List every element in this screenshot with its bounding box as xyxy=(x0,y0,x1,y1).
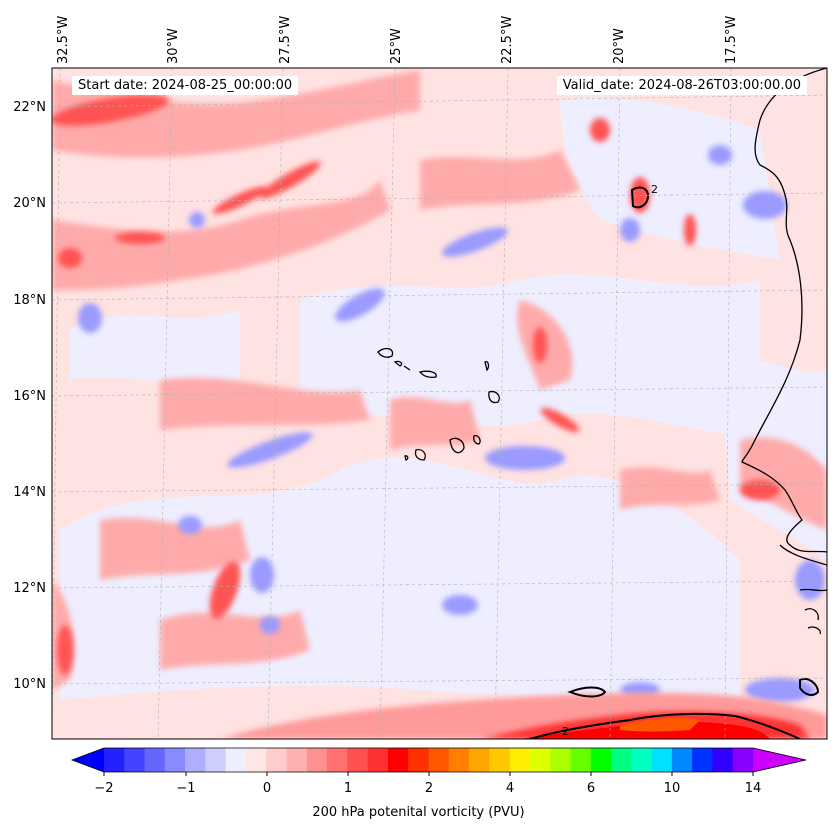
colorbar-swatch xyxy=(631,748,653,772)
lat-label-18n: 18°N xyxy=(13,293,46,308)
colorbar-swatch xyxy=(671,748,693,772)
map-panel: 2 2 xyxy=(52,68,827,739)
colorbar-swatch xyxy=(590,748,612,772)
graticule xyxy=(52,68,827,739)
cb-tick-4: 4 xyxy=(506,781,514,796)
longitude-labels: 32.5°W 30°W 27.5°W 25°W 22.5°W 20°W 17.5… xyxy=(56,16,739,64)
cb-tick-m2: −2 xyxy=(94,781,113,796)
colorbar-swatch xyxy=(347,748,369,772)
colorbar-swatch xyxy=(489,748,511,772)
lon-label-27-5w: 27.5°W xyxy=(278,16,293,64)
colorbar-swatch xyxy=(651,748,673,772)
lon-label-30w: 30°W xyxy=(166,28,181,64)
colorbar-swatch xyxy=(428,748,450,772)
colorbar-swatch xyxy=(692,748,713,772)
negative-pv-patches xyxy=(78,145,825,702)
colorbar-swatch xyxy=(266,748,288,772)
colorbar-swatch xyxy=(469,748,490,772)
lat-label-22n: 22°N xyxy=(13,100,46,115)
colorbar-min-extend xyxy=(72,748,104,772)
colorbar-max-extend xyxy=(753,748,806,772)
colorbar-swatch xyxy=(327,748,348,772)
lon-label-22-5w: 22.5°W xyxy=(500,16,515,64)
colorbar-swatch xyxy=(104,748,125,772)
cb-tick-10: 10 xyxy=(664,781,681,796)
colorbar-swatch xyxy=(509,748,531,772)
moderate-pv-field xyxy=(52,70,827,690)
colorbar-swatch xyxy=(164,748,186,772)
colorbar-swatch xyxy=(185,748,206,772)
lat-label-12n: 12°N xyxy=(13,581,46,596)
valid-date-label: Valid_date: 2024-08-26T03:00:00.00 xyxy=(556,76,807,95)
colorbar-swatch xyxy=(550,748,571,772)
coastlines xyxy=(377,68,827,635)
lat-label-16n: 16°N xyxy=(13,389,46,404)
contour-label-north: 2 xyxy=(651,183,658,196)
colorbar-ticks: −2 −1 0 1 2 4 6 10 14 xyxy=(94,772,761,796)
lat-label-10n: 10°N xyxy=(13,677,46,692)
colorbar-swatch xyxy=(367,748,389,772)
colorbar-label: 200 hPa potenital vorticity (PVU) xyxy=(312,805,525,820)
latitude-labels: 22°N 20°N 18°N 16°N 14°N 12°N 10°N xyxy=(13,100,46,692)
lon-label-32-5w: 32.5°W xyxy=(56,16,71,64)
start-date-label: Start date: 2024-08-25_00:00:00 xyxy=(72,76,299,95)
lat-label-14n: 14°N xyxy=(13,485,46,500)
cb-tick-1: 1 xyxy=(344,781,352,796)
colorbar-swatch xyxy=(712,748,734,772)
colorbar-swatch xyxy=(225,748,247,772)
cb-tick-2: 2 xyxy=(425,781,433,796)
colorbar-swatch xyxy=(144,748,166,772)
cb-tick-6: 6 xyxy=(587,781,595,796)
lat-label-20n: 20°N xyxy=(13,196,46,211)
colorbar-swatch xyxy=(529,748,551,772)
cb-tick-14: 14 xyxy=(745,781,762,796)
colorbar-swatch xyxy=(408,748,429,772)
colorbar-swatch xyxy=(286,748,308,772)
cb-tick-0: 0 xyxy=(263,781,271,796)
cb-tick-m1: −1 xyxy=(176,781,195,796)
pv-2-contours xyxy=(529,186,820,739)
colorbar-swatch xyxy=(124,748,146,772)
colorbar-swatch xyxy=(205,748,227,772)
colorbar-swatch xyxy=(611,748,632,772)
colorbar xyxy=(70,747,807,773)
colorbar-swatch xyxy=(306,748,328,772)
lon-label-20w: 20°W xyxy=(612,28,627,64)
map-frame xyxy=(51,67,828,740)
colorbar-swatch xyxy=(245,748,267,772)
colorbar-swatch xyxy=(732,748,754,772)
contour-label-south: 2 xyxy=(562,725,569,738)
colorbar-swatch xyxy=(448,748,470,772)
colorbar-swatch xyxy=(387,748,409,772)
southern-high-pv-band xyxy=(220,692,827,739)
colorbar-swatch xyxy=(570,748,592,772)
lon-label-17-5w: 17.5°W xyxy=(724,16,739,64)
lon-label-25w: 25°W xyxy=(389,28,404,64)
